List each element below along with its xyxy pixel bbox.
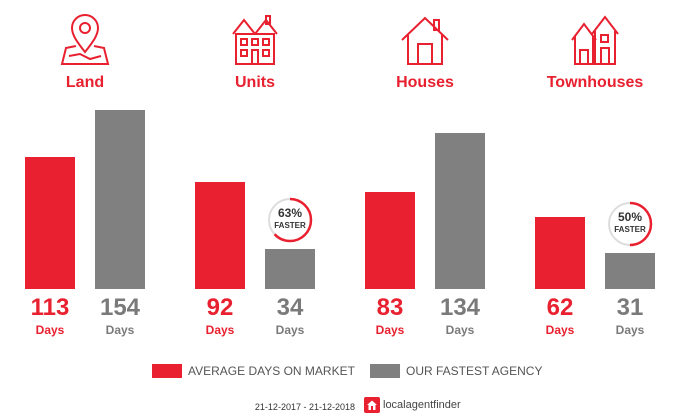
value-average-houses: 83 bbox=[376, 294, 404, 321]
value-average-land: 113 bbox=[30, 294, 70, 321]
category-label-land: Land bbox=[65, 74, 105, 91]
unit-label-agency-land: Days bbox=[105, 323, 135, 337]
value-average-townhouses: 62 bbox=[546, 294, 574, 321]
unit-label-agency-units: Days bbox=[275, 323, 305, 337]
legend-swatch-average bbox=[152, 364, 182, 378]
bar-average-houses bbox=[365, 192, 415, 289]
faster-label-units: FASTER bbox=[274, 221, 306, 230]
unit-label-average-land: Days bbox=[35, 323, 65, 337]
faster-badge-units: 63% FASTER bbox=[267, 197, 313, 243]
bar-agency-townhouses bbox=[605, 253, 655, 289]
faster-label-townhouses: FASTER bbox=[614, 225, 646, 234]
bar-agency-units bbox=[265, 249, 315, 289]
date-range: 21-12-2017 - 21-12-2018 bbox=[254, 402, 355, 412]
faster-percent-townhouses: 50% bbox=[617, 210, 643, 224]
unit-label-agency-houses: Days bbox=[445, 323, 475, 337]
category-label-units: Units bbox=[235, 74, 275, 91]
unit-label-agency-townhouses: Days bbox=[615, 323, 645, 337]
brand-name: localagentfinder bbox=[383, 399, 461, 411]
category-label-houses: Houses bbox=[396, 74, 454, 91]
value-agency-houses: 134 bbox=[439, 294, 481, 321]
bar-average-units bbox=[195, 182, 245, 289]
unit-label-average-units: Days bbox=[205, 323, 235, 337]
units-building-icon bbox=[230, 12, 280, 68]
bar-agency-houses bbox=[435, 133, 485, 289]
faster-percent-units: 63% bbox=[277, 206, 303, 220]
unit-label-average-houses: Days bbox=[375, 323, 405, 337]
legend-label-average: AVERAGE DAYS ON MARKET bbox=[188, 364, 355, 378]
house-icon bbox=[400, 12, 450, 68]
bar-average-townhouses bbox=[535, 217, 585, 289]
faster-badge-townhouses: 50% FASTER bbox=[607, 201, 653, 247]
house-logo-icon bbox=[364, 397, 380, 413]
townhouses-icon bbox=[570, 12, 620, 68]
value-agency-townhouses: 31 bbox=[616, 294, 644, 321]
value-agency-land: 154 bbox=[99, 294, 141, 321]
category-label-townhouses: Townhouses bbox=[546, 74, 644, 91]
value-agency-units: 34 bbox=[276, 294, 304, 321]
bar-average-land bbox=[25, 157, 75, 289]
legend-swatch-agency bbox=[370, 364, 400, 378]
map-pin-icon bbox=[60, 12, 110, 68]
value-average-units: 92 bbox=[206, 294, 234, 321]
unit-label-average-townhouses: Days bbox=[545, 323, 575, 337]
legend-label-agency: OUR FASTEST AGENCY bbox=[406, 364, 543, 378]
bar-agency-land bbox=[95, 110, 145, 289]
